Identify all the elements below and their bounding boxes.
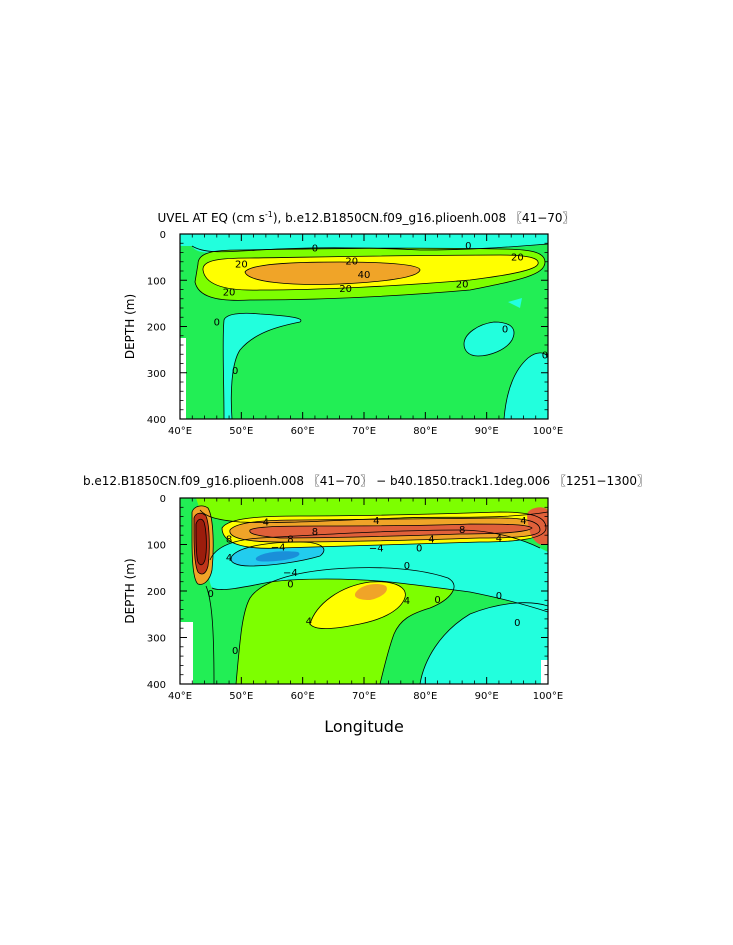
- panel-2-title: b.e12.B1850CN.f09_g16.plioenh.008 〖41−70…: [83, 474, 649, 488]
- x-tick-label: 70°E: [352, 426, 376, 437]
- contour-label: 4: [263, 518, 269, 529]
- contour-label: 0: [416, 544, 422, 555]
- contour-label: 4: [428, 534, 434, 545]
- y-tick-label: 100: [147, 276, 166, 287]
- contour-label: 40: [358, 270, 371, 281]
- contour-label: 0: [465, 241, 471, 252]
- contour-label: −4: [369, 544, 384, 555]
- contour-label: −4: [271, 542, 286, 553]
- panel-2: b.e12.B1850CN.f09_g16.plioenh.008 〖41−70…: [83, 474, 649, 736]
- contour-label: 4: [404, 596, 410, 607]
- contour-label: 8: [226, 534, 232, 545]
- contour-label: −4: [283, 568, 298, 579]
- contour-label: 0: [312, 243, 318, 254]
- panel-2-y-axis-label: DEPTH (m): [123, 558, 137, 623]
- x-tick-label: 50°E: [229, 691, 253, 702]
- contour-label: 0: [502, 324, 508, 335]
- contour-label: 4: [226, 553, 232, 564]
- contour-label: 20: [511, 253, 524, 264]
- y-tick-label: 200: [147, 587, 166, 598]
- contour-label: 0: [287, 580, 293, 591]
- x-tick-label: 90°E: [475, 691, 499, 702]
- panel-1-land-mask: [180, 338, 186, 419]
- panel-1-title: UVEL AT EQ (cm s-1), b.e12.B1850CN.f09_g…: [157, 210, 574, 225]
- contour-label: 0: [434, 595, 440, 606]
- y-tick-label: 0: [160, 230, 166, 241]
- panel-1-small-negative-patch: [508, 298, 522, 308]
- contour-label: 4: [520, 516, 526, 527]
- contour-label: 20: [456, 279, 469, 290]
- contour-label: 0: [404, 561, 410, 572]
- contour-label: 0: [514, 618, 520, 629]
- panel-2-contour-field: [180, 498, 548, 684]
- panel-1-contour-field: [180, 234, 548, 419]
- contour-label: 0: [207, 589, 213, 600]
- y-tick-label: 0: [160, 494, 166, 505]
- y-tick-label: 200: [147, 323, 166, 334]
- panel-1-jet-peak: [301, 267, 404, 277]
- x-tick-label: 50°E: [229, 426, 253, 437]
- panel-2-positive-blob-core: [354, 584, 387, 600]
- x-tick-label: 70°E: [352, 691, 376, 702]
- y-tick-label: 400: [147, 415, 166, 426]
- contour-label: 4: [306, 617, 312, 628]
- contour-label: 20: [339, 284, 352, 295]
- contour-label: 0: [214, 317, 220, 328]
- y-tick-label: 100: [147, 541, 166, 552]
- panel-2-x-axis-label: Longitude: [324, 717, 404, 736]
- y-tick-label: 400: [147, 680, 166, 691]
- contour-label: 8: [459, 525, 465, 536]
- x-tick-label: 80°E: [413, 426, 437, 437]
- contour-label: 4: [496, 533, 502, 544]
- panel-1: UVEL AT EQ (cm s-1), b.e12.B1850CN.f09_g…: [123, 210, 575, 437]
- x-tick-label: 40°E: [168, 691, 192, 702]
- contour-label: 4: [373, 516, 379, 527]
- x-tick-label: 40°E: [168, 426, 192, 437]
- panel-2-ticks: 40°E 50°E 60°E 70°E 80°E 90°E 100°E 0 100 200 300 4…: [147, 494, 563, 702]
- panel-1-deep-negative-east: [504, 352, 548, 419]
- contour-label: 0: [542, 351, 548, 362]
- contour-label: 0: [496, 591, 502, 602]
- panel-2-eastern-jet-edge: [527, 507, 548, 546]
- panel-1-contour-lines: [191, 243, 548, 419]
- panel-2-land-mask-east: [541, 660, 548, 684]
- panel-1-y-axis-label: DEPTH (m): [123, 294, 137, 359]
- x-tick-label: 100°E: [533, 691, 563, 702]
- x-tick-label: 90°E: [475, 426, 499, 437]
- x-tick-label: 60°E: [291, 426, 315, 437]
- panel-2-negative-east: [420, 602, 548, 684]
- contour-label: 20: [345, 256, 358, 267]
- contour-label: 0: [232, 366, 238, 377]
- panel-2-negative-peak: [255, 551, 300, 562]
- x-tick-label: 100°E: [533, 426, 563, 437]
- x-tick-label: 60°E: [291, 691, 315, 702]
- panel-2-western-jet-core: [196, 519, 207, 565]
- y-tick-label: 300: [147, 634, 166, 645]
- panel-1-negative-blob: [464, 322, 514, 356]
- panel-2-contour-lines: [191, 505, 548, 684]
- x-tick-label: 80°E: [413, 691, 437, 702]
- contour-label: 20: [223, 287, 236, 298]
- contour-label: 0: [232, 646, 238, 657]
- contour-label: 20: [235, 260, 248, 271]
- panel-1-ticks: 40°E 50°E 60°E 70°E 80°E 90°E 100°E01002003004…: [147, 230, 563, 437]
- contour-label: 8: [287, 534, 293, 545]
- contour-label: 8: [312, 527, 318, 538]
- y-tick-label: 300: [147, 369, 166, 380]
- panel-1-deep-negative-plume: [223, 313, 301, 419]
